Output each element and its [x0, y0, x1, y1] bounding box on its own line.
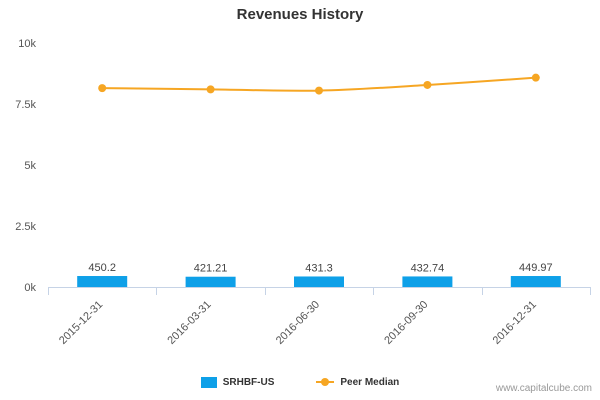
bar — [510, 276, 561, 287]
x-tick-label: 2015-12-31 — [57, 299, 105, 347]
chart-legend: SRHBF-US Peer Median — [0, 374, 600, 390]
x-tick-label: 2016-03-31 — [165, 299, 213, 347]
x-tick-label: 2016-12-31 — [491, 299, 539, 347]
legend-line-swatch — [316, 377, 335, 387]
bar — [402, 276, 453, 287]
legend-item-line-series[interactable]: Peer Median — [316, 377, 399, 388]
y-tick-label: 10k — [18, 38, 36, 50]
bar-data-label: 450.2 — [88, 262, 116, 274]
legend-item-bar-series[interactable]: SRHBF-US — [200, 376, 275, 388]
y-tick-label: 7.5k — [15, 99, 36, 111]
bar — [294, 276, 344, 287]
legend-label-bar-series: SRHBF-US — [222, 376, 275, 388]
bar-data-label: 449.97 — [519, 262, 553, 274]
y-tick-label: 0k — [24, 282, 36, 294]
peer-median-point — [206, 85, 215, 94]
x-tick-label: 2016-06-30 — [274, 299, 322, 347]
watermark: www.capitalcube.com — [495, 383, 592, 394]
peer-median-point — [531, 73, 540, 82]
bar — [185, 276, 236, 287]
bar-data-label: 432.74 — [411, 262, 445, 274]
legend-bar-swatch — [200, 376, 217, 388]
peer-median-point — [423, 80, 432, 89]
y-tick-label: 2.5k — [15, 221, 36, 233]
x-tick-label: 2016-09-30 — [382, 299, 430, 347]
bar-data-label: 431.3 — [305, 262, 333, 274]
y-tick-label: 5k — [24, 160, 36, 172]
bar-data-label: 421.21 — [194, 263, 228, 275]
chart-title: Revenues History — [236, 6, 364, 23]
peer-median-point — [315, 86, 323, 95]
bar — [77, 276, 128, 287]
peer-median-point — [98, 84, 107, 93]
legend-label-line-series: Peer Median — [340, 376, 400, 388]
